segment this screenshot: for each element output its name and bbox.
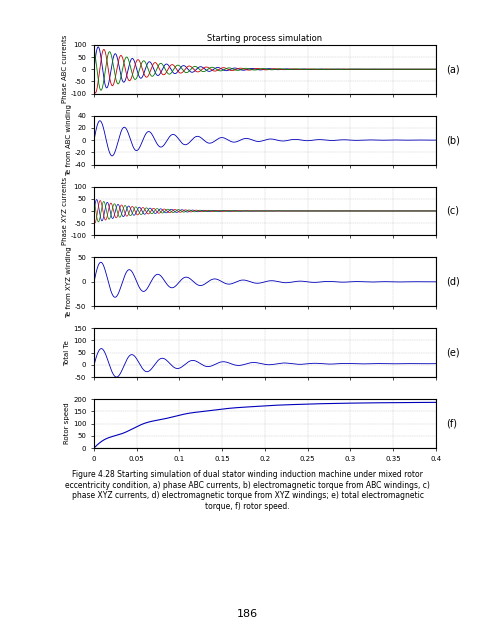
Text: Figure 4.28 Starting simulation of dual stator winding induction machine under m: Figure 4.28 Starting simulation of dual … [65,470,430,511]
Y-axis label: Phase ABC currents: Phase ABC currents [62,35,68,104]
Text: (c): (c) [446,206,459,216]
Text: (b): (b) [446,135,460,145]
Y-axis label: Te from ABC winding: Te from ABC winding [66,104,72,176]
Y-axis label: Rotor speed: Rotor speed [64,403,70,444]
Text: (a): (a) [446,64,459,74]
Text: (f): (f) [446,419,457,429]
Title: Starting process simulation: Starting process simulation [207,34,322,43]
Text: 186: 186 [237,609,258,620]
Y-axis label: Phase XYZ currents: Phase XYZ currents [62,177,68,245]
Text: (e): (e) [446,348,459,358]
Y-axis label: Total Te: Total Te [64,340,70,365]
Y-axis label: Te from XYZ winding: Te from XYZ winding [66,246,72,317]
Text: (d): (d) [446,277,459,287]
